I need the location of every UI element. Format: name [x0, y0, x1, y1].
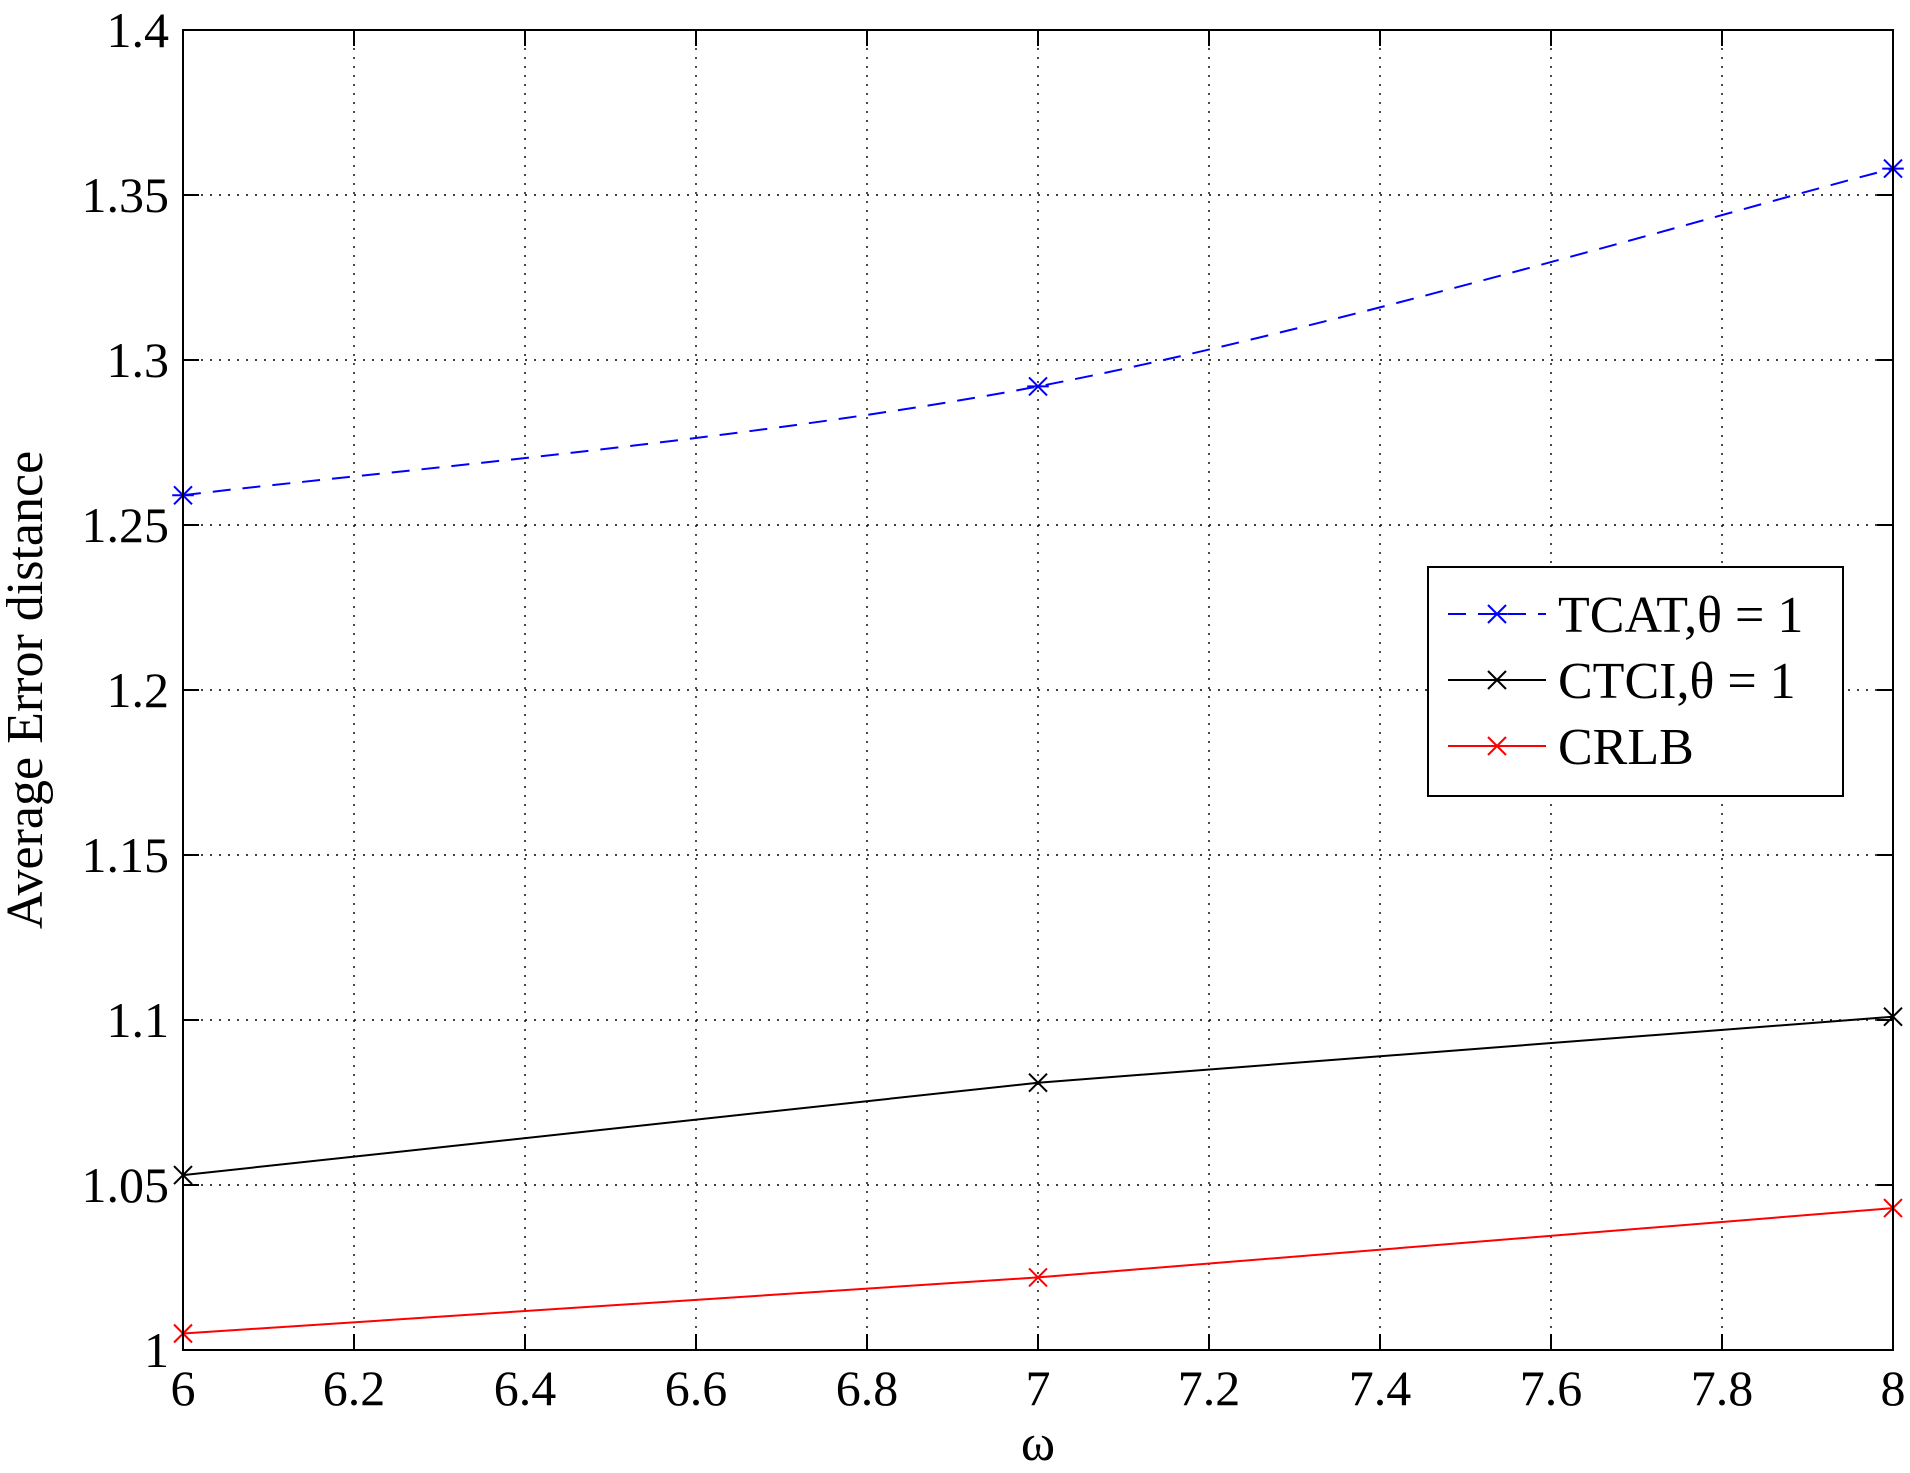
y-tick-label: 1.2: [107, 662, 170, 718]
series-3: [173, 1198, 1903, 1344]
legend-marker: [1486, 604, 1508, 624]
legend: TCAT,θ = 1 CTCI,θ = 1 CRLB: [1427, 566, 1844, 797]
legend-item: CTCI,θ = 1: [1448, 653, 1796, 710]
y-axis-label: Average Error distance: [0, 451, 54, 929]
legend-item: CRLB: [1448, 719, 1694, 776]
y-tick-label: 1.1: [107, 992, 170, 1048]
series-line: [182, 1207, 1894, 1335]
series-line: [182, 1015, 1894, 1177]
y-tick-label: 1.25: [82, 497, 170, 553]
x-tick-label: 7.6: [1520, 1360, 1583, 1416]
x-tick-label: 6.8: [836, 1360, 899, 1416]
y-tick-label: 1: [144, 1322, 169, 1378]
y-tick-label: 1.3: [107, 332, 170, 388]
x-tick-label: 7.2: [1178, 1360, 1241, 1416]
y-tick-label: 1.4: [107, 2, 170, 58]
y-tick-label: 1.35: [82, 167, 170, 223]
legend-label: TCAT,θ = 1: [1558, 587, 1803, 644]
series-point: [1028, 1072, 1048, 1093]
x-tick-label: 7.8: [1691, 1360, 1754, 1416]
legend-marker: [1487, 736, 1507, 756]
legend-marker: [1487, 670, 1507, 690]
tick-layer: 6 6.2 6.4 6.6 6.8 7 7.2 7.4 7.6 7.8 8 1 1.05 1.1 1.15 1…: [82, 2, 1906, 1416]
series-2: [173, 1006, 1903, 1185]
series-point: [1027, 376, 1049, 397]
legend-label: CRLB: [1558, 719, 1694, 776]
legend-label: CTCI,θ = 1: [1558, 653, 1796, 710]
series-line: [182, 167, 1894, 497]
x-tick-label: 8: [1881, 1360, 1906, 1416]
x-tick-label: 6.2: [323, 1360, 386, 1416]
y-tick-label: 1.15: [82, 827, 170, 883]
x-tick-label: 6.6: [665, 1360, 728, 1416]
y-tick-label: 1.05: [82, 1157, 170, 1213]
x-tick-label: 7: [1026, 1360, 1051, 1416]
legend-item: TCAT,θ = 1: [1448, 587, 1803, 644]
x-axis-label: ω: [1021, 1415, 1055, 1472]
x-tick-label: 7.4: [1349, 1360, 1412, 1416]
series-point: [1028, 1267, 1048, 1288]
x-tick-label: 6.4: [494, 1360, 557, 1416]
grid-layer: [183, 30, 1893, 1350]
x-tick-label: 6: [171, 1360, 196, 1416]
